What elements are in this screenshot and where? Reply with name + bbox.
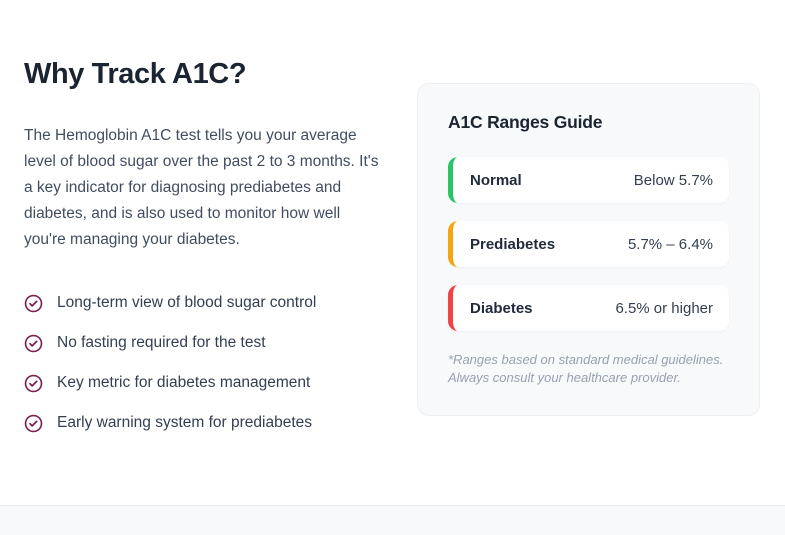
benefit-label: Early warning system for prediabetes (57, 414, 313, 431)
benefit-item: No fasting required for the test (24, 323, 396, 363)
benefits-list: Long-term view of blood sugar control No… (24, 283, 396, 443)
range-value: Below 5.7% (633, 171, 713, 189)
range-row-prediabetes: Prediabetes 5.7% – 6.4% (448, 221, 729, 267)
range-row-diabetes: Diabetes 6.5% or higher (448, 285, 729, 331)
check-circle-icon (24, 294, 43, 313)
check-circle-icon (24, 374, 43, 393)
footer-band (0, 505, 785, 535)
intro-section: Why Track A1C? The Hemoglobin A1C test t… (24, 58, 396, 443)
benefit-item: Key metric for diabetes management (24, 363, 396, 403)
ranges-card: A1C Ranges Guide Normal Below 5.7% Predi… (417, 83, 760, 416)
range-label: Prediabetes (470, 235, 556, 253)
range-value: 6.5% or higher (615, 299, 713, 317)
range-label: Normal (470, 171, 522, 189)
benefit-label: Long-term view of blood sugar control (57, 294, 317, 311)
benefit-item: Long-term view of blood sugar control (24, 283, 396, 323)
check-circle-icon (24, 334, 43, 353)
benefit-label: Key metric for diabetes management (57, 374, 311, 391)
intro-paragraph: The Hemoglobin A1C test tells you your a… (24, 127, 379, 248)
benefit-label: No fasting required for the test (57, 334, 266, 351)
ranges-card-title: A1C Ranges Guide (448, 112, 603, 132)
check-circle-icon (24, 414, 43, 433)
page-title: Why Track A1C? (24, 58, 247, 90)
range-label: Diabetes (470, 299, 533, 317)
benefit-item: Early warning system for prediabetes (24, 403, 396, 443)
range-row-normal: Normal Below 5.7% (448, 157, 729, 203)
ranges-footnote: *Ranges based on standard medical guidel… (448, 352, 724, 385)
range-value: 5.7% – 6.4% (627, 235, 713, 253)
